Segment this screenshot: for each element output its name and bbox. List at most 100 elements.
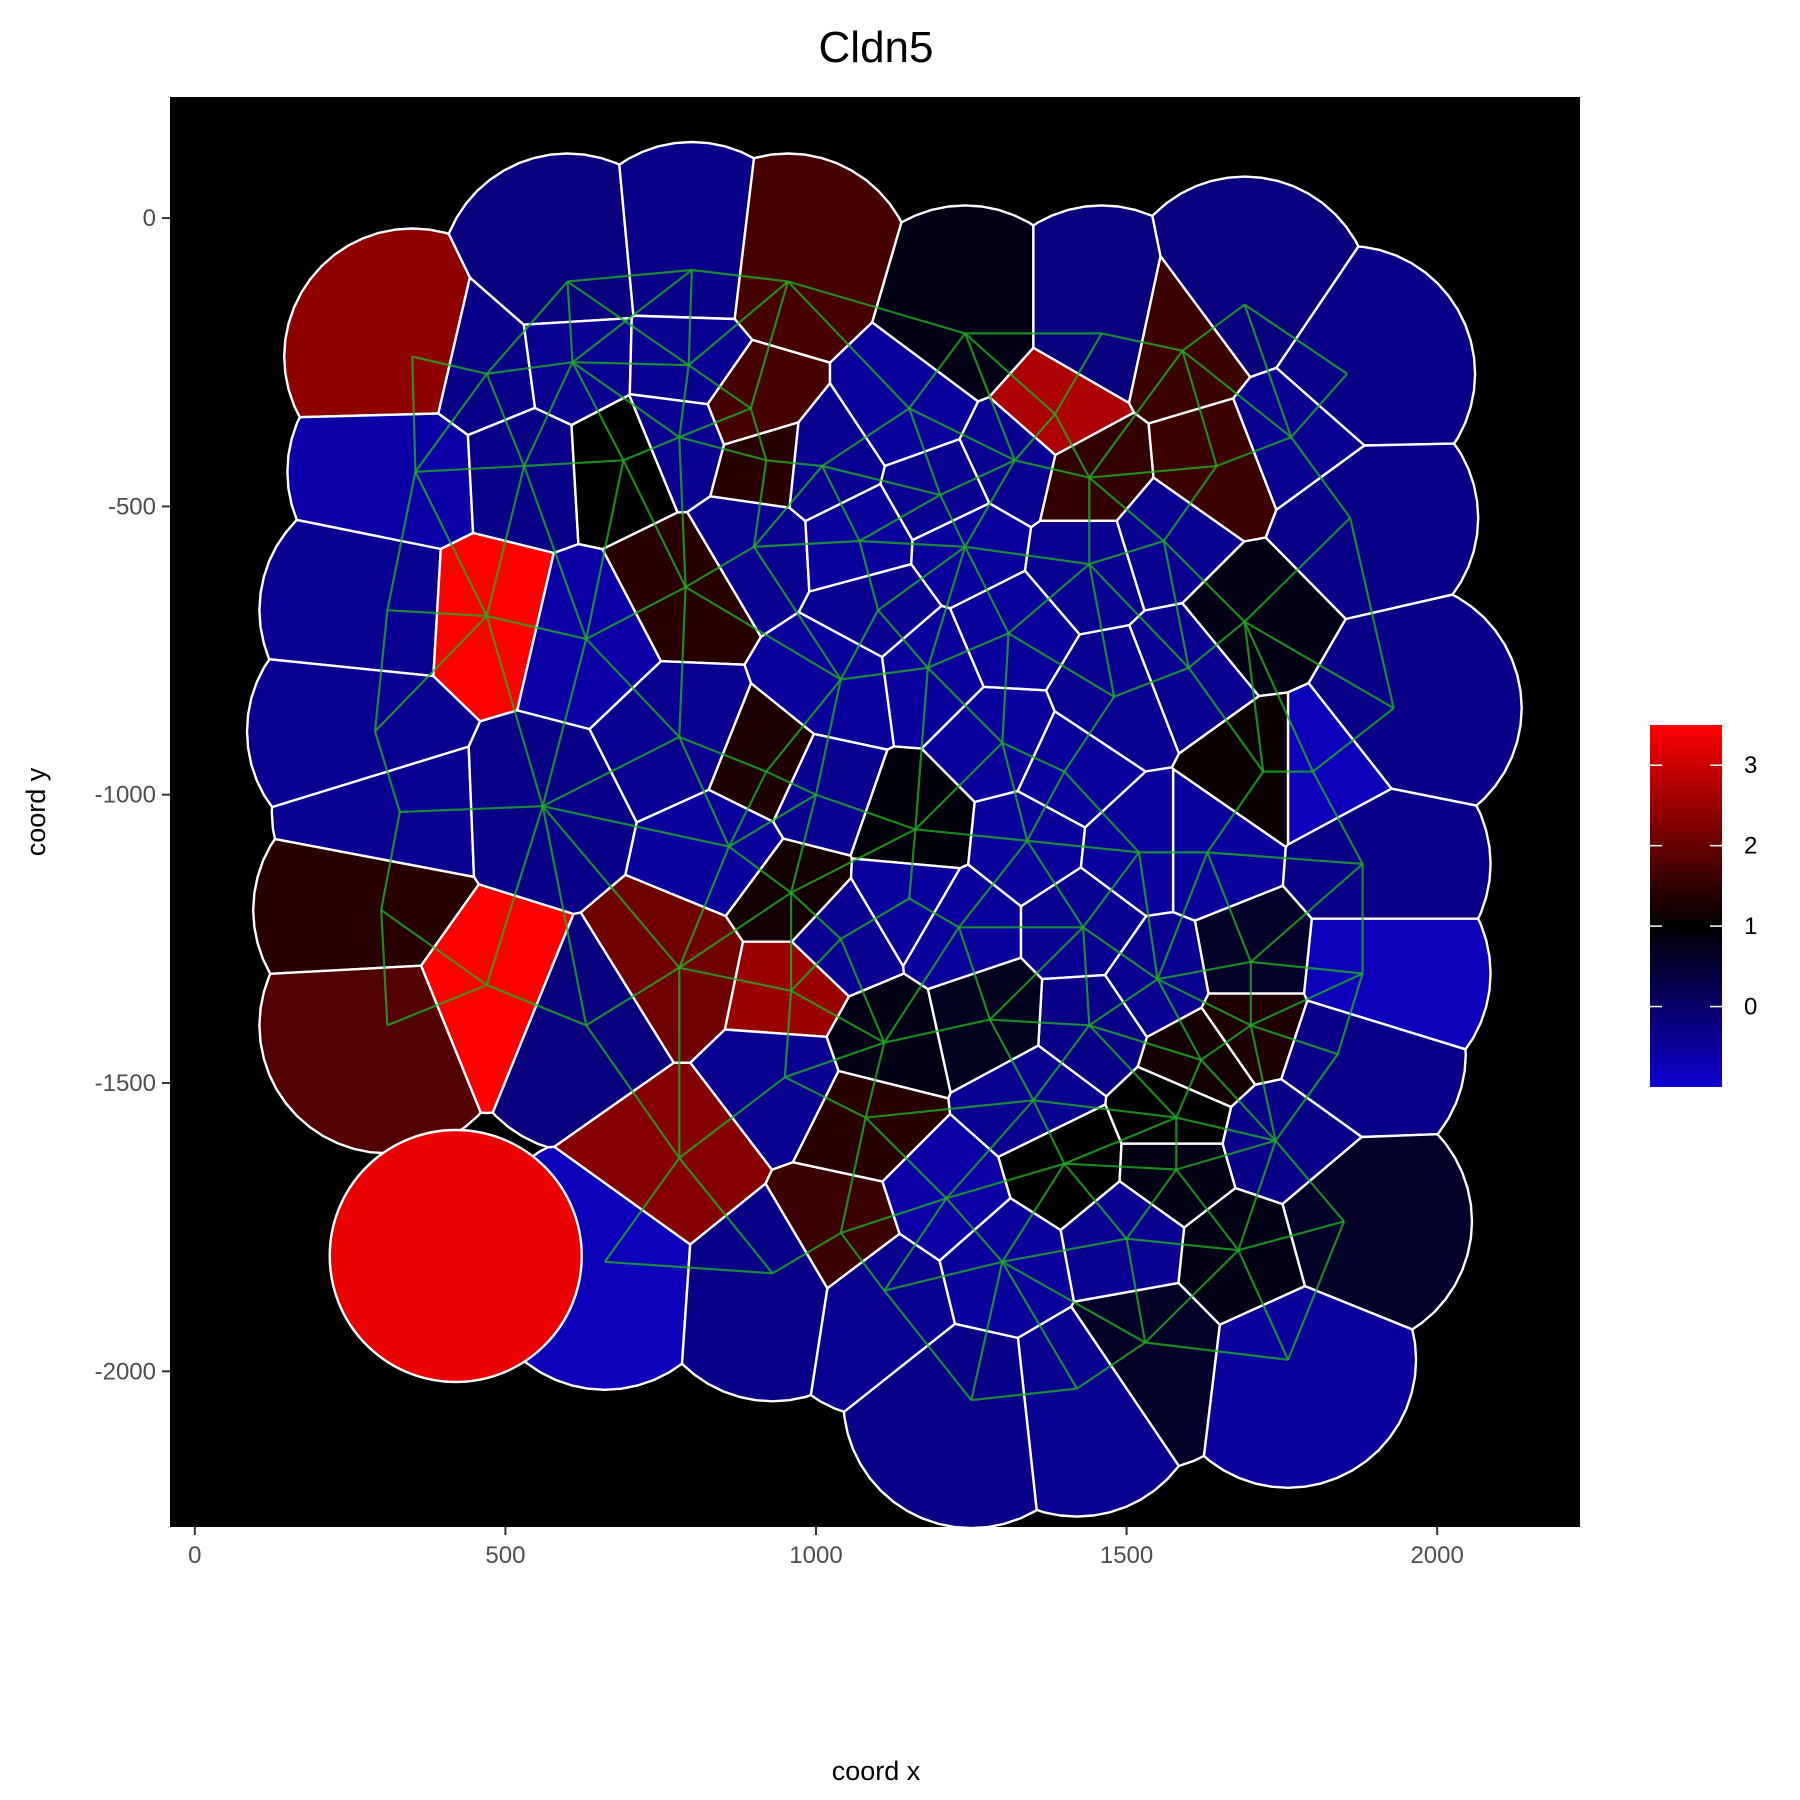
network-edge bbox=[414, 471, 488, 617]
network-edge bbox=[678, 1157, 774, 1274]
network-edge bbox=[679, 966, 792, 992]
network-edge bbox=[821, 465, 861, 542]
network-edge bbox=[486, 614, 587, 641]
cell-polygon bbox=[958, 395, 1057, 529]
network-edge bbox=[1063, 696, 1116, 773]
network-edge bbox=[752, 460, 768, 547]
cell-polygon bbox=[790, 876, 905, 998]
network-edge bbox=[1013, 413, 1056, 462]
network-edge bbox=[485, 615, 544, 807]
network-edge bbox=[566, 281, 574, 363]
network-edge bbox=[1200, 1024, 1252, 1061]
network-edge bbox=[1145, 1341, 1289, 1361]
network-edge bbox=[1113, 666, 1190, 698]
network-edge bbox=[1088, 1024, 1202, 1061]
network-edge bbox=[840, 897, 910, 940]
network-edge bbox=[1088, 1024, 1178, 1119]
network-edge bbox=[784, 1076, 867, 1119]
network-edge bbox=[939, 459, 1016, 496]
network-edge bbox=[815, 793, 916, 831]
network-edge bbox=[585, 586, 687, 640]
network-edge bbox=[1181, 349, 1292, 439]
network-edge bbox=[678, 846, 731, 969]
network-edge bbox=[1063, 1116, 1177, 1165]
network-edge bbox=[752, 546, 842, 681]
cell-polygon bbox=[1307, 593, 1523, 807]
network-edge bbox=[883, 1289, 973, 1401]
network-edge bbox=[1156, 851, 1209, 980]
network-edge bbox=[1207, 851, 1363, 865]
y-tick-label: -500 bbox=[108, 493, 156, 520]
cell-polygon bbox=[245, 658, 482, 809]
network-edge bbox=[1054, 332, 1103, 415]
network-edge bbox=[373, 730, 401, 813]
network-edge bbox=[945, 1197, 1004, 1263]
y-tick-label: 0 bbox=[143, 205, 156, 232]
network-edge bbox=[908, 332, 966, 410]
chart-title: Cldn5 bbox=[819, 23, 934, 72]
network-edge bbox=[485, 280, 569, 375]
color-legend: 0 1 2 3 bbox=[1650, 725, 1757, 1087]
cell-polygon bbox=[1281, 787, 1492, 920]
network-edge bbox=[571, 269, 693, 364]
network-edge bbox=[790, 938, 842, 992]
network-edge bbox=[678, 1076, 786, 1159]
network-edge bbox=[957, 926, 991, 1020]
network-edge bbox=[839, 938, 886, 1044]
y-axis-title: coord y bbox=[21, 767, 51, 856]
network-edge bbox=[749, 281, 790, 409]
network-edge bbox=[415, 464, 525, 473]
network-edge bbox=[1181, 350, 1218, 467]
network-edge bbox=[1274, 1139, 1345, 1223]
network-edge bbox=[380, 811, 401, 911]
cell-polygon bbox=[283, 227, 472, 419]
network-edge bbox=[685, 586, 842, 681]
network-edge bbox=[1125, 1168, 1178, 1240]
network-edge bbox=[604, 1260, 773, 1275]
network-edge bbox=[927, 667, 1004, 744]
network-edge bbox=[1126, 1237, 1239, 1252]
network-edge bbox=[688, 364, 752, 410]
network-edge bbox=[1088, 978, 1159, 1027]
cell-polygon bbox=[1151, 175, 1360, 379]
network-edge bbox=[1244, 620, 1395, 710]
network-edge bbox=[790, 828, 916, 894]
network-edge bbox=[1001, 742, 1029, 842]
network-edge bbox=[486, 983, 587, 1027]
cell-polygon bbox=[1275, 245, 1477, 447]
network-edge bbox=[1162, 540, 1190, 669]
network-edge bbox=[374, 615, 488, 733]
network-edge bbox=[1250, 960, 1363, 975]
network-edge bbox=[1088, 539, 1165, 566]
network-edge bbox=[753, 539, 860, 548]
network-edge bbox=[840, 1197, 947, 1234]
y-tick-label: -1500 bbox=[95, 1070, 156, 1097]
network-edge bbox=[1175, 1059, 1203, 1119]
cell-polygon bbox=[1264, 442, 1480, 621]
network-edge bbox=[542, 805, 730, 848]
legend-tick-label: 2 bbox=[1744, 833, 1757, 860]
network-edge bbox=[1014, 459, 1090, 479]
network-edge bbox=[970, 1261, 1004, 1401]
network-edge bbox=[1311, 771, 1364, 865]
network-edge bbox=[679, 436, 767, 462]
network-edge bbox=[603, 1157, 681, 1263]
network-edge bbox=[1216, 436, 1292, 468]
network-edge bbox=[685, 545, 755, 589]
network-edge bbox=[678, 735, 767, 773]
network-edge bbox=[399, 805, 543, 814]
network-edge bbox=[1088, 476, 1165, 542]
network-edge bbox=[839, 1232, 886, 1292]
network-edge bbox=[946, 1162, 1065, 1200]
network-edge bbox=[678, 364, 690, 438]
network-edge bbox=[749, 408, 768, 461]
cell-polygon bbox=[466, 406, 580, 555]
network-edge bbox=[1026, 840, 1085, 928]
network-edge bbox=[1175, 1139, 1276, 1171]
network-edge bbox=[1002, 1237, 1127, 1263]
cell-polygon bbox=[1104, 1065, 1233, 1145]
network-edge bbox=[1181, 303, 1246, 352]
cell-polygon bbox=[258, 518, 442, 678]
network-edge bbox=[585, 966, 680, 1027]
